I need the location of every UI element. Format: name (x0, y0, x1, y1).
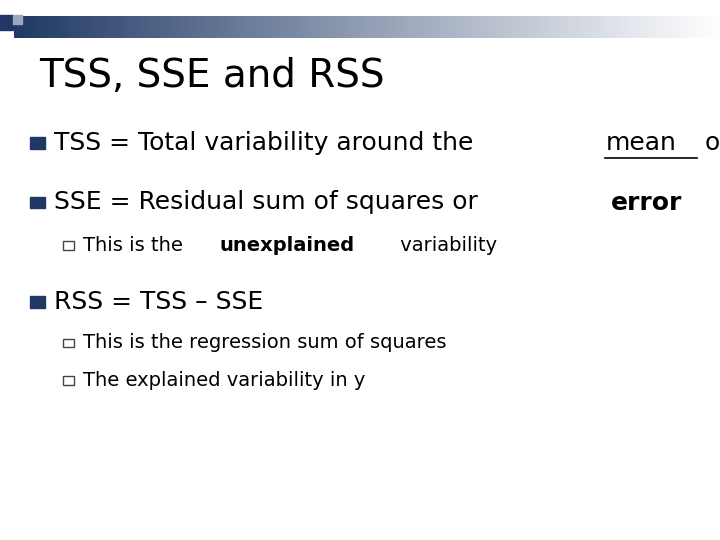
Bar (30, 197, 45, 208)
Bar (63, 241, 74, 250)
Bar (30, 137, 45, 149)
Text: The explained variability in y: The explained variability in y (83, 371, 365, 390)
Text: of y: of y (697, 131, 720, 155)
Text: This is the: This is the (83, 236, 189, 255)
Text: This is the regression sum of squares: This is the regression sum of squares (83, 333, 446, 353)
Text: variability: variability (394, 236, 498, 255)
Text: SSE = Residual sum of squares or: SSE = Residual sum of squares or (54, 191, 486, 214)
Bar (13, 15, 22, 24)
Text: unexplained: unexplained (220, 236, 355, 255)
Text: TSS, SSE and RSS: TSS, SSE and RSS (40, 57, 385, 94)
Bar (63, 376, 74, 385)
Bar (0, 15, 13, 30)
Bar (63, 339, 74, 347)
Text: mean: mean (606, 131, 676, 155)
Text: RSS = TSS – SSE: RSS = TSS – SSE (54, 291, 264, 314)
Text: TSS = Total variability around the: TSS = Total variability around the (54, 131, 482, 155)
Bar (30, 296, 45, 308)
Text: error: error (611, 191, 683, 214)
